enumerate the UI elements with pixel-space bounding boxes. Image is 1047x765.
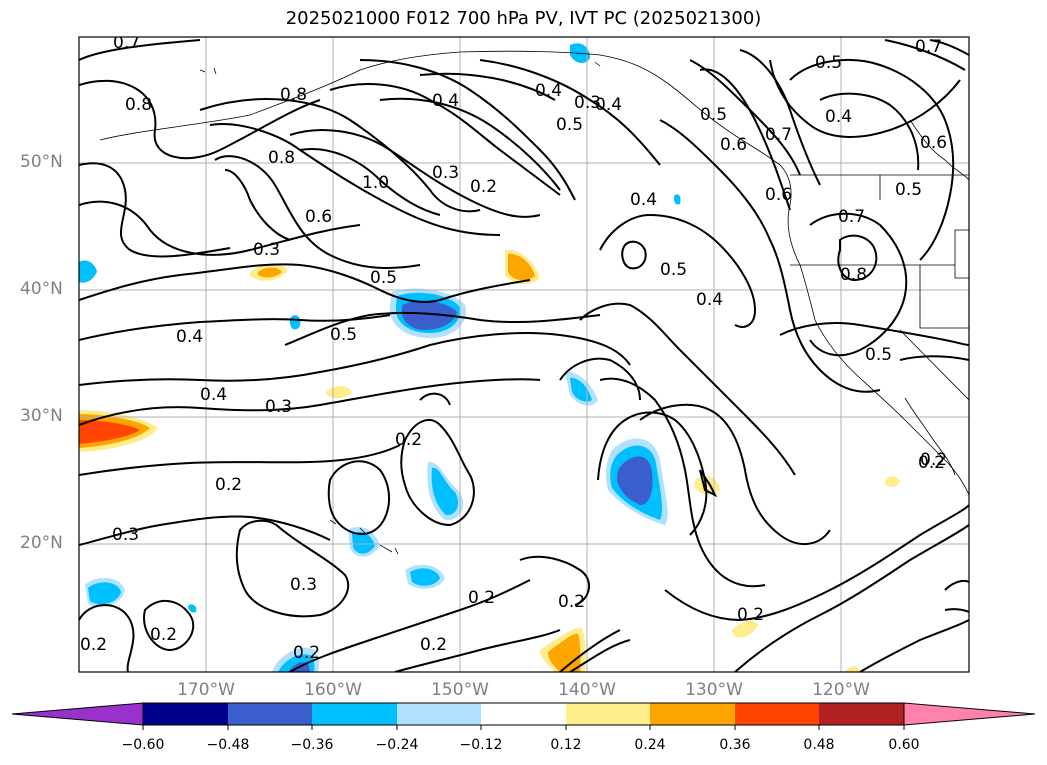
colorbar-swatch — [143, 703, 228, 725]
contour-label: 0.5 — [700, 105, 727, 125]
contour-label: 0.3 — [290, 575, 317, 595]
colorbar-swatch — [312, 703, 397, 725]
contour-labels: 0.7 0.8 0.8 0.8 0.6 1.0 0.4 0.4 0.3 0.5 … — [80, 33, 947, 663]
longitude-label: 160°W — [304, 680, 362, 700]
contour-label: 0.4 — [595, 95, 622, 115]
colorbar-tick-label: 0.48 — [803, 737, 835, 753]
contour-label: 1.0 — [362, 173, 389, 193]
contour-label: 0.3 — [253, 240, 280, 260]
contour-label: 0.3 — [574, 93, 601, 113]
contour-label: 0.5 — [895, 180, 922, 200]
contour-label: 0.2 — [468, 588, 495, 608]
colorbar-extend-low — [11, 702, 144, 726]
contour-label: 0.8 — [268, 148, 295, 168]
longitude-label: 120°W — [812, 680, 870, 700]
contour-label: 0.6 — [765, 185, 792, 205]
contour-label: 0.5 — [660, 260, 687, 280]
contour-label: 0.3 — [112, 525, 139, 545]
contour-label: 0.2 — [558, 592, 585, 612]
colorbar-swatch — [650, 703, 735, 725]
colorbar-tick-label: −0.48 — [206, 737, 250, 753]
contour-label: 0.7 — [838, 207, 865, 227]
contour-label: 0.2 — [470, 177, 497, 197]
colorbar-swatch — [481, 703, 566, 725]
contour-label: 0.8 — [125, 95, 152, 115]
colorbar-extend-high — [903, 702, 1036, 726]
colorbar-tick-label: 0.60 — [888, 737, 920, 753]
contour-label: 0.6 — [920, 133, 947, 153]
map-panel: 0.7 0.8 0.8 0.8 0.6 1.0 0.4 0.4 0.3 0.5 … — [78, 33, 970, 673]
contour-label: 0.2 — [420, 635, 447, 655]
contour-label: 0.7 — [113, 33, 140, 53]
contour-label: 0.8 — [840, 265, 867, 285]
contour-label: 0.4 — [825, 107, 852, 127]
graticule — [79, 37, 969, 672]
latitude-label: 20°N — [20, 533, 63, 553]
longitude-label: 140°W — [558, 680, 616, 700]
longitude-label: 170°W — [177, 680, 235, 700]
latitude-label: 30°N — [20, 406, 63, 426]
contour-label: 0.4 — [535, 81, 562, 101]
contour-label: 0.4 — [630, 190, 657, 210]
contour-label: 0.2 — [80, 635, 107, 655]
colorbar-swatch — [566, 703, 650, 725]
contour-label: 0.6 — [720, 135, 747, 155]
contour-label: 0.4 — [176, 327, 203, 347]
colorbar-swatch — [735, 703, 819, 725]
contour-label: 0.2 — [150, 625, 177, 645]
colorbar-swatch — [819, 703, 904, 725]
contour-label: 0.6 — [305, 207, 332, 227]
colorbar — [11, 702, 1036, 730]
contour-label: 0.2 — [918, 453, 945, 473]
contour-label: 0.4 — [696, 290, 723, 310]
contour-label: 0.5 — [556, 115, 583, 135]
longitude-label: 130°W — [685, 680, 743, 700]
contour-label: 0.5 — [865, 345, 892, 365]
shaded-anomalies — [79, 43, 900, 672]
map-title: 2025021000 F012 700 hPa PV, IVT PC (2025… — [285, 8, 762, 29]
contour-label: 0.2 — [395, 430, 422, 450]
colorbar-tick-label: 0.12 — [550, 737, 582, 753]
pv-contours — [79, 39, 969, 672]
colorbar-tick-label: 0.24 — [634, 737, 666, 753]
contour-label: 0.7 — [915, 37, 942, 57]
contour-label: 0.5 — [370, 268, 397, 288]
colorbar-tick-label: 0.36 — [719, 737, 751, 753]
latitude-label: 40°N — [20, 279, 63, 299]
contour-label: 0.2 — [737, 605, 764, 625]
colorbar-swatch — [228, 703, 312, 725]
contour-label: 0.8 — [280, 85, 307, 105]
colorbar-tick-label: −0.60 — [121, 737, 165, 753]
colorbar-swatch — [397, 703, 481, 725]
contour-label: 0.7 — [765, 125, 792, 145]
contour-label: 0.2 — [293, 643, 320, 663]
contour-label: 0.5 — [815, 53, 842, 73]
latitude-label: 50°N — [20, 152, 63, 172]
colorbar-tick-label: −0.24 — [375, 737, 419, 753]
longitude-label: 150°W — [431, 680, 489, 700]
colorbar-tick-label: −0.12 — [459, 737, 503, 753]
contour-label: 0.4 — [200, 385, 227, 405]
contour-label: 0.2 — [920, 450, 947, 470]
colorbar-tick-label: −0.36 — [290, 737, 334, 753]
contour-label: 0.3 — [265, 397, 292, 417]
contour-label: 0.5 — [330, 325, 357, 345]
contour-label: 0.2 — [215, 475, 242, 495]
contour-label: 0.4 — [432, 91, 459, 111]
contour-label: 0.3 — [432, 163, 459, 183]
